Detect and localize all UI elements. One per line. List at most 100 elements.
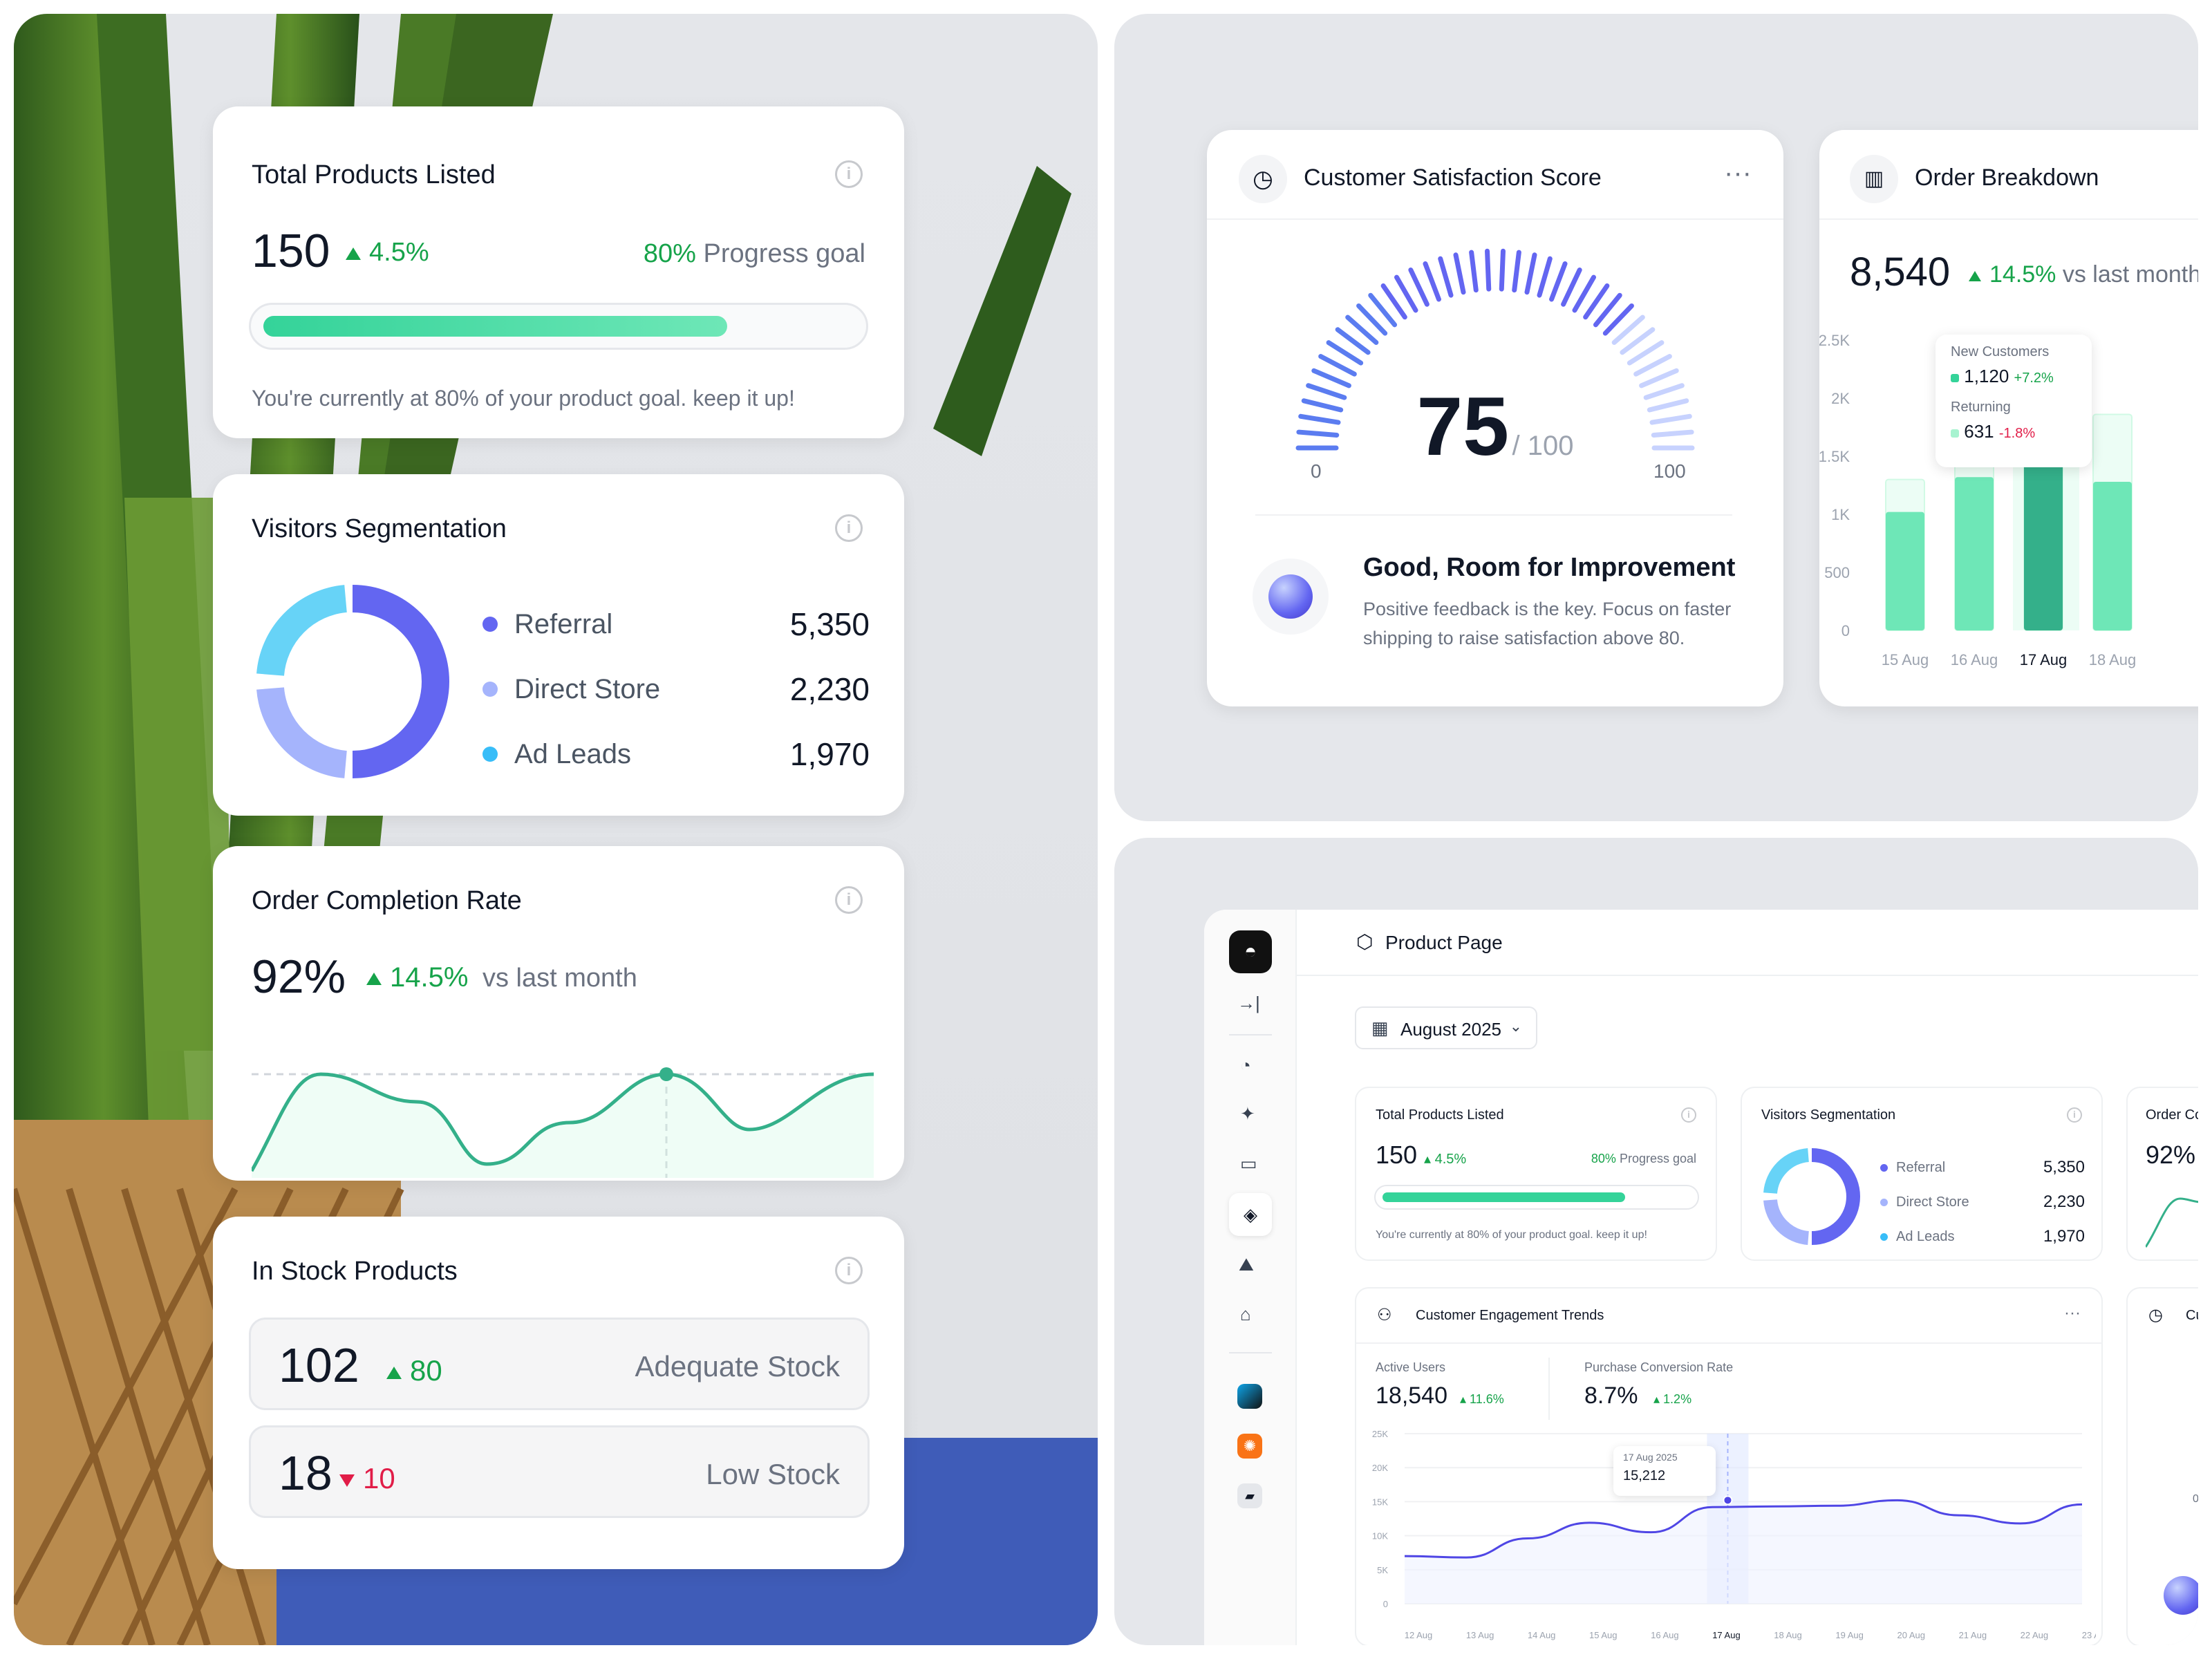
gauge-tick (1345, 315, 1379, 345)
product-box-icon[interactable]: ◈ (1229, 1193, 1272, 1236)
card-title: Cu (2186, 1308, 2198, 1323)
expand-sidebar-icon[interactable]: →| (1237, 993, 1260, 1013)
x-tick-label: 17 Aug (1712, 1630, 1741, 1640)
y-tick-label: 10K (1372, 1531, 1388, 1541)
highlight-point[interactable] (1723, 1495, 1733, 1506)
y-tick-label: 1K (1831, 506, 1850, 523)
y-tick-label: 2.5K (1819, 332, 1850, 349)
gauge-min-label: 0 (2193, 1493, 2198, 1505)
new-customers-bar[interactable] (1886, 512, 1924, 630)
clock-icon: ◷ (1239, 155, 1287, 203)
card-title: Customer Engagement Trends (1416, 1308, 1604, 1323)
gauge-tick (1512, 250, 1521, 293)
date-picker[interactable]: ▦ August 2025 ⌄ (1355, 1006, 1537, 1049)
sun-app-icon[interactable]: ✺ (1237, 1434, 1262, 1459)
app-sidebar: ◓ →| ◔ ✦ ▭ ◈ ⛰ ⌂ ✺ ▰ (1204, 910, 1297, 1645)
x-tick-label: 18 Aug (1774, 1630, 1802, 1640)
metric-change: ▴ 4.5% (1424, 1152, 1467, 1167)
x-tick-label: 16 Aug (1951, 651, 1998, 668)
list-item: Referral 5,350 (482, 592, 870, 657)
card-title: Order Completion Rate (252, 886, 522, 915)
gauge-tick (1639, 368, 1679, 388)
new-customers-bar[interactable] (2024, 451, 2063, 630)
highlight-point[interactable] (659, 1067, 673, 1081)
segment-label: Referral (514, 608, 613, 639)
list-item: Referral 5,350 (1880, 1150, 2085, 1185)
x-tick-label: 19 Aug (1835, 1630, 1864, 1640)
divider (1207, 218, 1783, 220)
progress-bar (249, 303, 868, 350)
app-integration-icon[interactable] (1237, 1384, 1262, 1409)
inbox-icon[interactable]: ▭ (1240, 1153, 1257, 1174)
store-icon[interactable]: ⌂ (1240, 1304, 1251, 1324)
engagement-trends-card: ⚇ Customer Engagement Trends ··· Active … (1355, 1287, 2103, 1645)
segment-label: Direct Store (514, 673, 661, 704)
divider (1356, 1342, 2103, 1344)
arrow-down-icon (339, 1474, 355, 1487)
x-tick-label: 15 Aug (1882, 651, 1929, 668)
mini-order-card: Order Co 92% (2126, 1087, 2198, 1261)
completion-line (252, 1072, 874, 1172)
arrow-up-icon (1969, 270, 1981, 281)
divider (1229, 1034, 1272, 1035)
mini-line-chart (2146, 1197, 2198, 1248)
analytics-icon[interactable]: ⛰ (1239, 1254, 1254, 1275)
progress-fill (1382, 1192, 1625, 1202)
y-tick-label: 1.5K (1819, 448, 1850, 465)
sparkle-icon[interactable]: ✦ (1240, 1103, 1255, 1124)
cube-icon: ⬡ (1356, 931, 1374, 953)
gauge-tick (1593, 292, 1622, 328)
direct-store-dot-icon (482, 682, 498, 697)
metric-change: ▴ 11.6% (1460, 1392, 1504, 1406)
y-tick-label: 20K (1372, 1463, 1388, 1473)
top-right-showcase-panel: ◷ Customer Satisfaction Score ··· 75 / 1… (1114, 14, 2198, 821)
info-icon[interactable]: i (835, 1257, 863, 1284)
gauge-tick (1602, 303, 1634, 336)
gauge-tick (1453, 252, 1466, 295)
segment-value: 5,350 (789, 606, 870, 642)
dashboard-icon[interactable]: ◔ (1240, 1055, 1251, 1076)
info-icon[interactable]: i (1681, 1107, 1696, 1123)
gauge-tick (1318, 354, 1357, 377)
y-tick-label: 15K (1372, 1497, 1388, 1507)
segment-list: Referral 5,350 Direct Store 2,230 Ad Leads… (1880, 1150, 2085, 1254)
visitors-segmentation-card: Visitors Segmentation i Referral 5,350 Di… (213, 474, 904, 816)
gauge-tick (1296, 429, 1340, 438)
order-completion-card: Order Completion Rate i 92% 14.5% vs las… (213, 846, 904, 1181)
metric-change: 14.5% (366, 962, 468, 993)
segment-value: 2,230 (789, 671, 870, 707)
new-customers-bar[interactable] (1955, 477, 1994, 630)
progress-goal: 80% Progress goal (643, 239, 865, 268)
segment-value: 1,970 (789, 736, 870, 772)
x-tick-label: 18 Aug (2089, 651, 2137, 668)
more-icon[interactable]: ··· (2064, 1304, 2081, 1322)
y-tick-label: 25K (1372, 1429, 1388, 1439)
mini-visitors-card: Visitors Segmentation i Referral 5,350 Di… (1741, 1087, 2103, 1261)
info-icon[interactable]: i (2067, 1107, 2082, 1123)
list-item: Ad Leads 1,970 (1880, 1219, 2085, 1254)
x-tick-label: 15 Aug (1589, 1630, 1618, 1640)
total-products-card: Total Products Listed i 150 4.5% 80% Pro… (213, 106, 904, 438)
app-logo-icon[interactable]: ◓ (1229, 930, 1272, 973)
arrow-up-icon (386, 1366, 402, 1379)
mini-total-products-card: Total Products Listed i 150 ▴ 4.5% 80% P… (1355, 1087, 1717, 1261)
metric-value: 150 (1376, 1141, 1418, 1169)
metric-label: Active Users (1376, 1360, 1446, 1374)
new-customers-bar[interactable] (2093, 481, 2132, 630)
arrow-up-icon (366, 973, 382, 986)
mini-gauge (2187, 1420, 2198, 1489)
info-icon[interactable]: i (835, 160, 863, 188)
line-tooltip: 17 Aug 2025 15,212 (1613, 1446, 1716, 1496)
stock-row-adequate: 102 80 Adequate Stock (249, 1318, 870, 1410)
more-icon[interactable]: ··· (1724, 158, 1752, 188)
gauge-tick (1380, 283, 1407, 320)
info-icon[interactable]: i (835, 886, 863, 914)
mini-satisfaction-card: ◷ Cu 0 (2126, 1287, 2198, 1645)
app-header: ⬡ Product Page (1297, 910, 2198, 976)
customer-satisfaction-card: ◷ Customer Satisfaction Score ··· 75 / 1… (1207, 130, 1783, 706)
gauge-max-label: 100 (1653, 460, 1686, 482)
info-icon[interactable]: i (835, 514, 863, 542)
vr-app-icon[interactable]: ▰ (1237, 1483, 1262, 1508)
x-tick-label: 22 Aug (2021, 1630, 2049, 1640)
engagement-line-chart: 25K 20K 15K 10K 5K 0 12 Aug 13 Aug 14 Aug 15 Aug 1… (1372, 1429, 2096, 1640)
